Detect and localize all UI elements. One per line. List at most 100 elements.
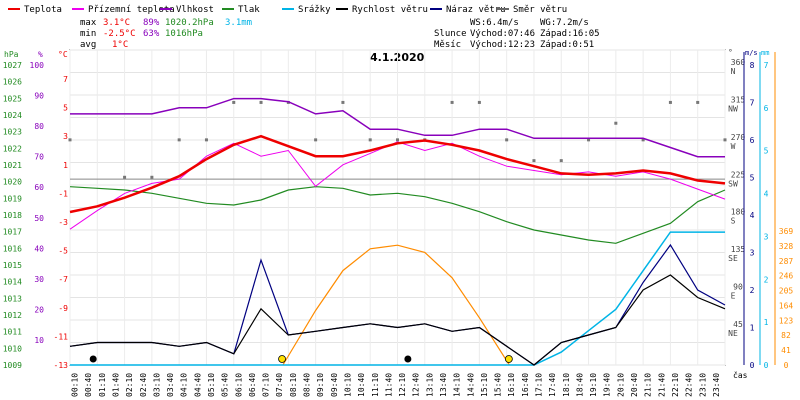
hpa-axis-tick: 1019 [3,194,22,203]
wind-dir-point [150,175,154,179]
x-tick: 09:40 [330,373,339,397]
x-tick: 16:40 [521,373,530,397]
x-tick: 14:10 [453,373,462,397]
x-tick: 04:40 [193,373,202,397]
sol-axis-tick: 328 [779,242,794,251]
wind-unit: m/s [745,49,758,57]
series-solar [282,244,510,366]
chart-legend: Teplota Přízemní teplota Vlhkost Tlak Srážky… [8,5,567,15]
hpa-axis-tick: 1022 [3,144,22,153]
dir-axis-label: N [731,67,736,76]
stat-max-hum: 89% [143,18,160,28]
wind-dir-point [696,100,700,104]
mm-axis-tick: 0 [764,361,769,370]
stat-avg-label: avg [80,40,96,50]
sol-axis-tick: 369 [779,227,794,236]
dir-axis-tick: 135 [731,245,746,254]
wind-axis-tick: 1 [750,324,755,333]
legend-label-5: Rychlost větru [352,5,428,15]
legend-label-2: Vlhkost [176,5,214,15]
hpa-axis-tick: 1010 [3,344,22,353]
sol-axis-tick: 0 [784,361,789,370]
dir-axis-label: NE [728,329,738,338]
wind-dir-point [587,138,591,142]
wind-axis-tick: 2 [750,286,755,295]
mm-axis-tick: 4 [764,190,769,199]
pct-axis-tick: 80 [34,122,44,131]
sun-label: Slunce [434,29,467,39]
wind-dir-point [177,138,181,142]
hpa-axis-tick: 1025 [3,94,22,103]
wind-axis-tick: 3 [750,249,755,258]
x-tick: 06:10 [234,373,243,397]
stat-avg-temp: 1°C [112,40,128,50]
pct-axis-tick: 50 [34,214,44,223]
dir-axis-tick: 90 [733,283,743,292]
stat-min-temp: -2.5°C [103,29,136,39]
x-tick: 11:10 [371,373,380,397]
wind-dir-point [668,100,672,104]
stat-max-rain: 3.1mm [225,18,252,28]
axes: 1027102610251024102310221021102010191018… [3,48,794,397]
sol-axis-tick: 123 [779,316,794,325]
pct-axis-tick: 10 [34,336,44,345]
dir-axis-tick: 45 [733,320,743,329]
series-ground-temperature [69,141,726,230]
dir-axis-tick: 360 [731,58,746,67]
x-tick: 00:10 [71,373,80,397]
x-tick: 07:40 [275,373,284,397]
wind-dir-point [450,100,454,104]
dir-axis-tick: 315 [731,95,746,104]
x-tick: 03:10 [152,373,161,397]
x-axis-label: čas [733,370,748,380]
temp-axis-tick: -1 [58,189,68,198]
x-tick: 03:40 [166,373,175,397]
x-tick: 21:10 [644,373,653,397]
x-tick: 12:10 [398,373,407,397]
x-tick: 13:10 [425,373,434,397]
wind-dir-point [259,100,263,104]
hpa-axis-tick: 1024 [3,111,22,120]
wind-dir-point [614,121,618,125]
stat-max-press: 1020.2hPa [165,18,214,28]
wind-dir-point [232,100,236,104]
sun-marker [278,355,286,363]
sun-rise: Východ:07:46 [470,29,535,39]
x-tick: 17:10 [535,373,544,397]
dir-axis-label: W [731,142,736,151]
wind-dir-point [559,159,563,163]
pct-axis-tick: 90 [34,92,44,101]
temp-axis-tick: -9 [58,304,68,313]
wind-dir-point [723,138,727,142]
temp-axis-tick: -7 [58,275,68,284]
series-rain [70,231,725,366]
temp-axis-tick: 7 [63,75,68,84]
wind-dir-point [368,138,372,142]
x-tick: 23:10 [698,373,707,397]
sun-set: Západ:16:05 [540,29,600,39]
legend-label-3: Tlak [238,5,260,15]
sol-axis-tick: 164 [779,301,794,310]
legend-label-6: Náraz větru [446,5,506,15]
wind-axis-tick: 4 [750,211,755,220]
legend-label-7: Směr větru [513,5,567,15]
x-tick: 10:10 [343,373,352,397]
dir-axis-tick: 180 [731,208,746,217]
temp-axis-tick: 3 [63,132,68,141]
temp-axis-tick: -5 [58,247,68,256]
x-tick: 13:40 [439,373,448,397]
mm-axis-tick: 3 [764,232,769,241]
hpa-axis-tick: 1023 [3,128,22,137]
stats-block: max 3.1°C 89% 1020.2hPa 3.1mm min -2.5°C… [80,18,252,50]
wind-dir-point [532,159,536,163]
temp-axis-tick: -3 [58,218,68,227]
mm-unit: mm [761,49,769,57]
sol-axis-tick: 82 [781,331,791,340]
x-tick: 05:40 [221,373,230,397]
hpa-axis-tick: 1009 [3,361,22,370]
x-tick: 21:40 [657,373,666,397]
x-tick: 20:40 [630,373,639,397]
stat-max-label: max [80,18,97,28]
hpa-axis-tick: 1016 [3,244,22,253]
